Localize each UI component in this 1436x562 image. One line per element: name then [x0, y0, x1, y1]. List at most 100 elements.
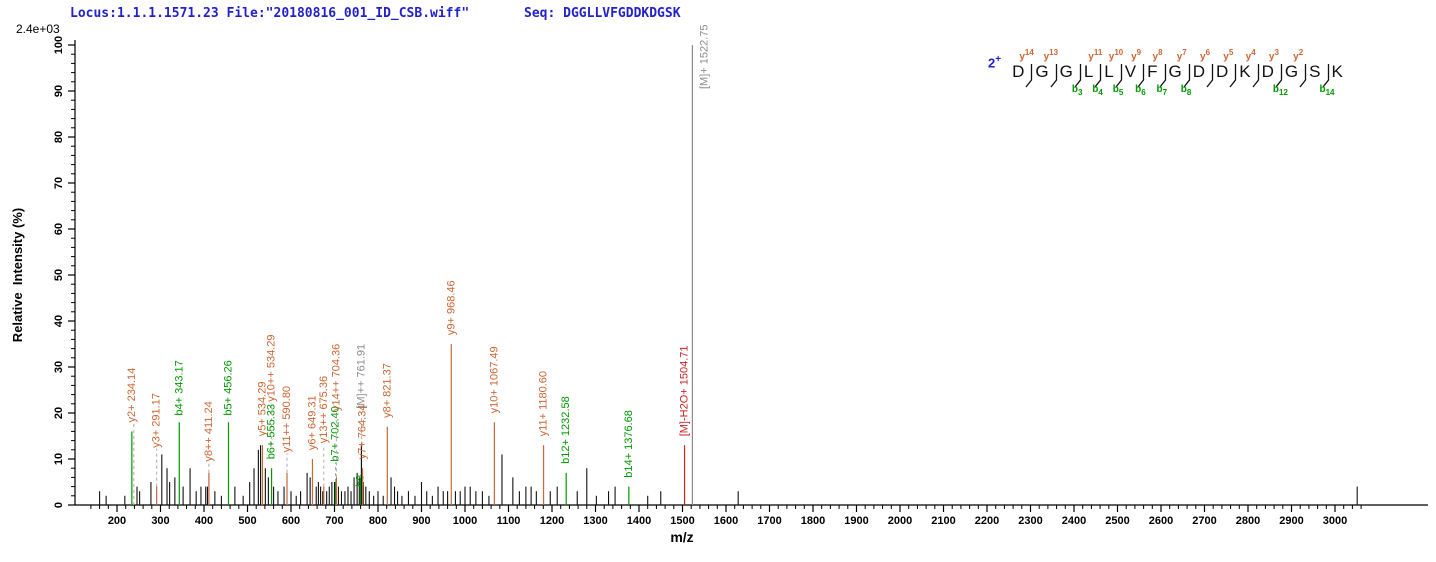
fragmentation-site: y11 b4 — [1088, 44, 1103, 100]
peak-label: y11++ 590.80 — [281, 386, 293, 452]
x-tick-label: 1500 — [670, 515, 694, 527]
fragmentation-site: y9 b6 — [1131, 44, 1146, 100]
x-tick-label: 1300 — [583, 515, 607, 527]
x-tick-label: 200 — [108, 515, 126, 527]
peptide-residue: G — [1284, 62, 1299, 81]
x-tick-label: 400 — [195, 515, 213, 527]
max-intensity-label: 2.4e+03 — [16, 22, 60, 36]
peptide-residue: D — [1261, 62, 1274, 81]
y-ion-label: y13 — [1043, 47, 1059, 62]
x-tick-label: 700 — [325, 515, 343, 527]
cleavage-slash-icon — [1275, 64, 1283, 88]
peak-label: b7+ 702.40 — [330, 406, 342, 461]
fragmentation-site: y10 b5 — [1109, 44, 1124, 100]
peptide-residue: K — [1331, 62, 1343, 81]
y-ion-label: y5 — [1223, 47, 1234, 62]
peptide-residue: G — [1059, 62, 1073, 81]
y-tick-label: 50 — [53, 269, 65, 281]
x-tick-label: 2700 — [1192, 515, 1216, 527]
y-ion-label: y7 — [1176, 47, 1187, 62]
y-ion-label: y4 — [1245, 47, 1256, 62]
peak-label: b6+ 555.33 — [266, 404, 278, 459]
y-axis-title: Relative Intensity (%) — [10, 208, 25, 342]
cleavage-slash-icon — [1158, 64, 1166, 88]
x-tick-label: 1800 — [801, 515, 825, 527]
x-tick-label: 1100 — [497, 515, 521, 527]
fragmentation-site: b3 — [1072, 44, 1083, 100]
peptide-residue: D — [1012, 62, 1025, 81]
y-tick-label: 90 — [53, 85, 65, 97]
x-tick-label: 900 — [412, 515, 430, 527]
cleavage-slash-icon — [1183, 64, 1190, 88]
b-ion-label: b4 — [1092, 84, 1103, 97]
y-ion-label: y6 — [1200, 47, 1211, 62]
y-tick-label: 10 — [53, 453, 65, 465]
fragmentation-site: y3 b12 — [1269, 44, 1288, 100]
y-ion-label: y2 — [1293, 47, 1304, 62]
peak-label: b4+ 343.17 — [173, 360, 185, 415]
y-ion-label: y8 — [1152, 47, 1163, 62]
y-tick-label: 80 — [53, 131, 65, 143]
peak-label: [M]++ 761.91 — [355, 344, 367, 409]
y-ion-label: y11 — [1088, 47, 1103, 62]
peak-label: y2+ 234.14 — [126, 368, 138, 423]
x-tick-label: 1000 — [453, 515, 477, 527]
peak-label: [M]-H2O+ 1504.71 — [679, 345, 691, 436]
peak-label: y14++ 704.36 — [330, 344, 342, 411]
y-tick-label: 40 — [53, 315, 65, 327]
x-tick-label: 1400 — [627, 515, 651, 527]
x-tick-label: 2000 — [888, 515, 912, 527]
peak-label: y8+ 821.37 — [381, 363, 393, 418]
b-ion-label: b7 — [1156, 84, 1168, 97]
peak-label: y9+ 968.46 — [445, 280, 457, 335]
peak-label: y13++ 675.36 — [318, 376, 330, 443]
peak-label: y3+ 291.17 — [151, 393, 163, 448]
y-tick-label: 70 — [53, 177, 65, 189]
fragmentation-site: y5 — [1223, 44, 1238, 100]
cleavage-slash-icon — [1206, 64, 1214, 88]
cleavage-slash-icon — [1025, 64, 1033, 88]
sequence-title: Seq: DGGLLVFGDDKDGSK — [524, 6, 681, 21]
x-tick-label: 2100 — [931, 515, 955, 527]
b-ion-label: b8 — [1180, 84, 1192, 97]
x-tick-label: 2400 — [1062, 515, 1086, 527]
y-tick-label: 30 — [53, 361, 65, 373]
cleavage-slash-icon — [1229, 64, 1237, 88]
peptide-residue: F — [1147, 62, 1158, 81]
x-tick-label: 300 — [151, 515, 169, 527]
peak-label: b14+ 1376.68 — [623, 410, 635, 478]
x-tick-label: 2200 — [975, 515, 999, 527]
peak-label: y10+ 1067.49 — [488, 346, 500, 413]
locus-file-title: Locus:1.1.1.1571.23 File:"20180816_001_I… — [70, 6, 470, 21]
fragmentation-site: y7 b8 — [1177, 44, 1192, 100]
peptide-residue: D — [1192, 62, 1206, 81]
b-ion-label: b14 — [1319, 84, 1335, 97]
y-tick-label: 0 — [53, 502, 65, 508]
y-ion-label: y10 — [1108, 47, 1124, 62]
peak-label: b12+ 1232.58 — [560, 396, 572, 464]
precursor-charge-label: 2+ — [988, 53, 1002, 71]
peak-label: y6+ 649.31 — [306, 395, 318, 450]
peptide-residue: D — [1216, 62, 1229, 81]
x-tick-label: 1700 — [757, 515, 781, 527]
peak-label: b8 — [354, 475, 366, 487]
fragmentation-site: y13 — [1044, 44, 1059, 100]
peptide-residue: V — [1124, 62, 1137, 81]
peak-label: y5+ 534.29 — [256, 382, 268, 437]
peptide-residue: G — [1035, 62, 1049, 81]
cleavage-slash-icon — [1321, 64, 1329, 88]
peptide-residue: S — [1309, 62, 1321, 81]
cleavage-slash-icon — [1115, 64, 1122, 88]
x-tick-label: 500 — [238, 515, 256, 527]
y-tick-label: 100 — [53, 36, 65, 54]
cleavage-slash-icon — [1074, 64, 1081, 88]
cleavage-slash-icon — [1094, 64, 1102, 88]
fragmentation-site: y6 — [1200, 44, 1215, 100]
peak-label: y8++ 411.24 — [203, 401, 215, 461]
fragmentation-site: y8 b7 — [1153, 44, 1168, 100]
peak-label: y7+ 764.34 — [356, 405, 368, 460]
b-ion-label: b12 — [1272, 84, 1288, 97]
peak-label: y11+ 1180.60 — [538, 371, 550, 436]
x-axis-title: m/z — [670, 529, 693, 545]
